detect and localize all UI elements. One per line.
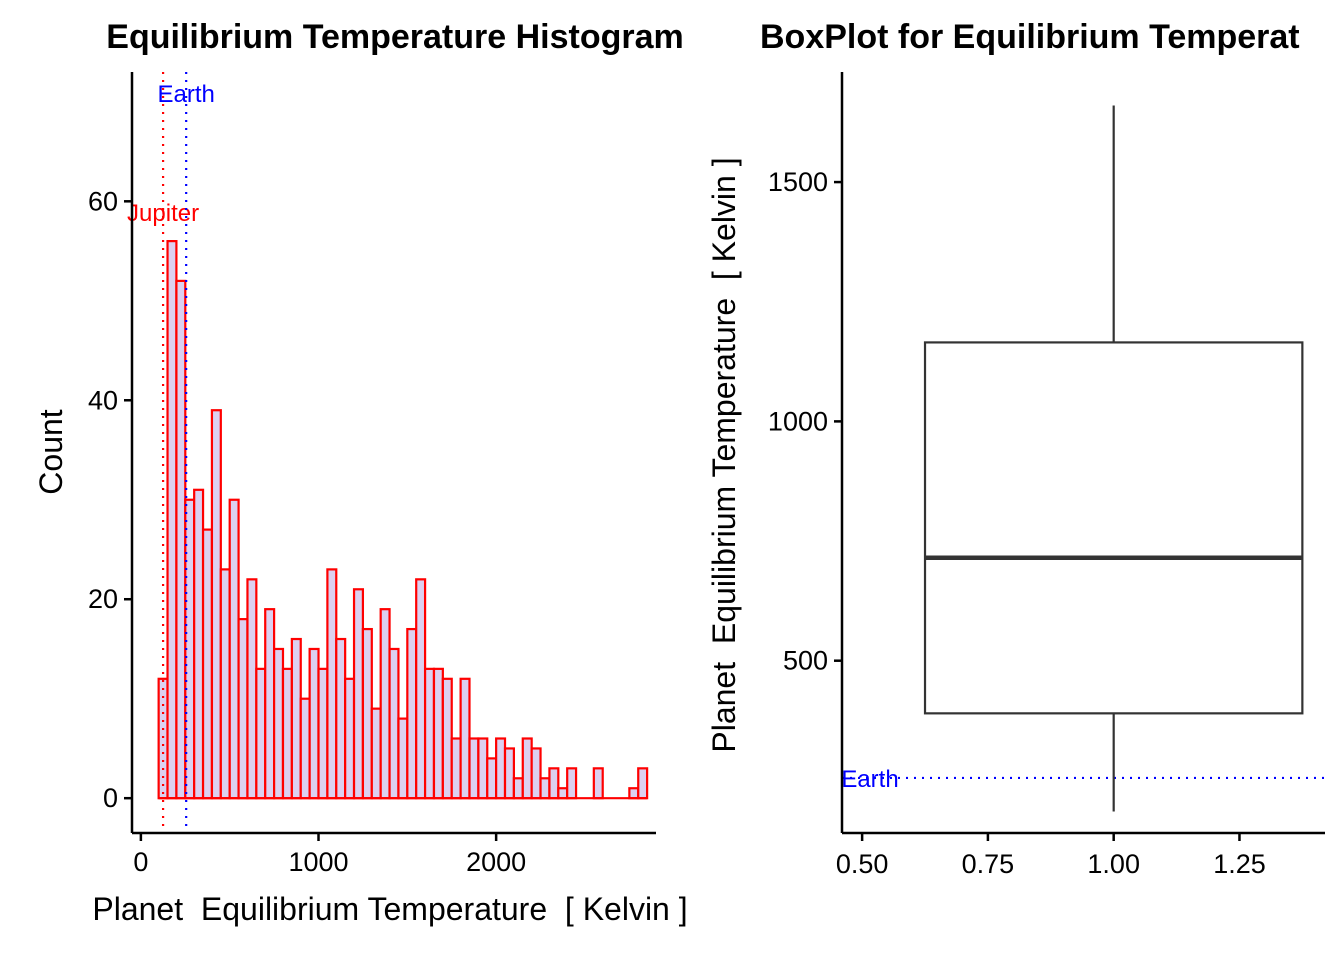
boxplot-y-tick-label: 1000 xyxy=(768,406,828,436)
histogram-bar xyxy=(290,637,302,800)
histogram-bar xyxy=(255,667,267,800)
histogram-bar xyxy=(344,677,356,800)
histogram-bar xyxy=(388,647,400,800)
histogram-bar xyxy=(264,608,276,800)
histogram-bar xyxy=(415,578,427,800)
boxplot-y-ticks: 500 1000 1500 xyxy=(768,167,842,676)
histogram-x-tick-label: 1000 xyxy=(288,847,348,877)
boxplot-x-tick-label: 0.75 xyxy=(962,849,1015,879)
histogram-bar xyxy=(557,787,569,800)
histogram-bar xyxy=(441,677,453,800)
histogram-bar xyxy=(370,707,382,800)
histogram-panel: Equilibrium Temperature Histogram Jupite… xyxy=(33,18,688,927)
histogram-x-tick-label: 2000 xyxy=(466,847,526,877)
histogram-bar xyxy=(592,767,604,800)
histogram-bar xyxy=(477,737,489,800)
histogram-bar xyxy=(219,568,231,800)
histogram-bar xyxy=(486,757,498,800)
histogram-x-ticks: 0 1000 2000 xyxy=(133,833,526,877)
histogram-bar xyxy=(299,697,311,800)
histogram-reference-label: Earth xyxy=(157,81,214,108)
histogram-bar xyxy=(637,767,649,800)
boxplot-x-tick-label: 1.00 xyxy=(1087,849,1140,879)
histogram-bar xyxy=(326,568,338,800)
boxplot-y-axis-label: Planet Equilibrium Temperature [ Kelvin … xyxy=(706,157,742,752)
histogram-bar xyxy=(175,279,187,800)
histogram-bar xyxy=(539,777,551,800)
histogram-bar xyxy=(193,488,205,800)
histogram-bar xyxy=(317,667,329,800)
histogram-y-tick-label: 0 xyxy=(103,783,118,813)
boxplot-title: BoxPlot for Equilibrium Temperat xyxy=(760,18,1300,56)
boxplot-x-tick-label: 0.50 xyxy=(836,849,889,879)
histogram-bar xyxy=(352,588,365,800)
boxplot-panel: BoxPlot for Equilibrium Temperat Earth 0… xyxy=(706,18,1325,879)
boxplot-reference-lines: Earth xyxy=(841,766,1325,793)
histogram-y-tick-label: 20 xyxy=(88,584,118,614)
histogram-bar xyxy=(397,717,409,800)
histogram-bar xyxy=(566,767,578,800)
histogram-reference-lines: Jupiter Earth xyxy=(127,72,215,833)
boxplot-iqr-box xyxy=(923,341,1304,715)
histogram-y-tick-label: 40 xyxy=(88,385,118,415)
histogram-bar xyxy=(468,737,480,800)
boxplot-reference-label: Earth xyxy=(841,766,898,793)
histogram-bar xyxy=(166,240,178,800)
histogram-bar xyxy=(246,578,258,800)
histogram-bar xyxy=(459,677,471,800)
histogram-bar xyxy=(423,667,436,800)
histogram-bar xyxy=(432,667,444,800)
histogram-bar xyxy=(379,608,391,800)
histogram-bar xyxy=(406,627,418,800)
histogram-bar xyxy=(503,747,515,800)
histogram-bars xyxy=(157,240,649,800)
histogram-bar xyxy=(228,498,240,800)
boxplot-box xyxy=(923,105,1304,812)
histogram-x-tick-label: 0 xyxy=(133,847,148,877)
boxplot-y-tick-label: 1500 xyxy=(768,167,828,197)
boxplot-x-tick-label: 1.25 xyxy=(1213,849,1266,879)
histogram-title: Equilibrium Temperature Histogram xyxy=(106,18,683,56)
histogram-bar xyxy=(548,767,560,800)
boxplot-y-tick-label: 500 xyxy=(783,646,828,676)
histogram-bar xyxy=(308,647,320,800)
histogram-bar xyxy=(521,737,533,800)
histogram-bar xyxy=(237,618,249,800)
boxplot-x-ticks: 0.50 0.75 1.00 1.25 xyxy=(836,833,1266,879)
histogram-y-ticks: 0 20 40 60 xyxy=(88,186,132,813)
histogram-bar xyxy=(210,409,222,800)
histogram-bar xyxy=(281,667,293,800)
histogram-y-tick-label: 60 xyxy=(88,186,118,216)
histogram-bar xyxy=(530,747,542,800)
histogram-bar xyxy=(450,737,462,800)
histogram-y-axis-label: Count xyxy=(33,409,69,495)
histogram-bar xyxy=(201,528,214,800)
histogram-bar xyxy=(335,637,347,800)
histogram-bar xyxy=(361,627,373,800)
histogram-bar xyxy=(495,737,507,800)
histogram-bar xyxy=(273,647,285,800)
histogram-reference-label: Jupiter xyxy=(127,200,199,227)
histogram-bar xyxy=(628,787,640,800)
histogram-x-axis-label: Planet Equilibrium Temperature [ Kelvin … xyxy=(92,891,687,927)
histogram-bar xyxy=(512,777,524,800)
